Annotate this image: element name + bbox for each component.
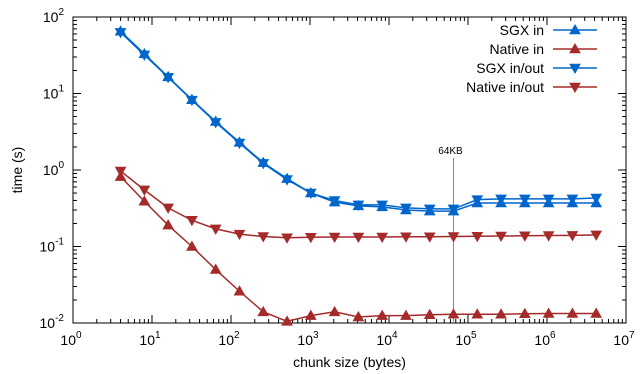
data-point [400, 232, 412, 243]
legend-label: Native in [490, 41, 544, 57]
legend-label: SGX in [500, 22, 544, 38]
data-point [114, 28, 127, 39]
data-point [495, 231, 507, 243]
series-native-in-out [114, 166, 603, 244]
x-tick-label: 101 [139, 330, 161, 348]
data-point [209, 263, 222, 274]
data-point [328, 232, 341, 244]
data-point [304, 188, 317, 200]
data-point [566, 231, 579, 242]
legend-label: Native in/out [466, 79, 544, 95]
annotation-label: 64KB [438, 146, 463, 157]
data-point [281, 175, 293, 186]
x-axis-label: chunk size (bytes) [293, 354, 406, 370]
data-point [352, 310, 365, 322]
data-point [233, 285, 246, 296]
data-point [376, 232, 389, 244]
data-point [304, 309, 317, 320]
y-tick-label: 102 [43, 7, 65, 25]
legend-marker [569, 42, 581, 54]
data-point [186, 95, 198, 107]
data-point [542, 231, 555, 242]
data-point [471, 308, 484, 319]
data-point [138, 185, 151, 196]
series-layer [114, 25, 603, 326]
data-point [423, 308, 436, 320]
data-point [447, 308, 460, 319]
data-point [138, 50, 151, 61]
data-point [376, 309, 389, 320]
data-point [328, 196, 341, 207]
data-point [566, 307, 579, 318]
series-native-in [114, 170, 603, 326]
data-point [590, 307, 603, 318]
data-point [518, 307, 531, 319]
data-point [566, 194, 579, 205]
data-point [423, 232, 436, 243]
x-tick-label: 100 [60, 330, 82, 348]
data-point [542, 194, 555, 205]
data-point [518, 231, 531, 242]
data-point [162, 73, 174, 84]
data-point [495, 308, 507, 319]
data-point [304, 233, 317, 244]
x-tick-label: 103 [297, 330, 319, 348]
data-point [281, 315, 293, 326]
y-axis-label: time (s) [9, 147, 25, 194]
data-point [590, 230, 603, 241]
data-point [423, 204, 436, 215]
legend-label: SGX in/out [476, 60, 544, 76]
data-point [542, 307, 555, 318]
data-point [186, 216, 198, 227]
x-tick-label: 102 [218, 330, 240, 348]
data-point [471, 195, 484, 206]
data-point [138, 195, 151, 206]
y-tick-label: 100 [43, 160, 65, 178]
x-tick-label: 104 [376, 330, 398, 348]
data-point [186, 240, 198, 251]
x-tick-label: 107 [613, 330, 635, 348]
data-point [233, 138, 246, 150]
data-point [281, 233, 293, 244]
data-point [162, 203, 174, 214]
data-point [495, 194, 507, 205]
legend: SGX in Native in SGX in/out Native in/out [466, 22, 597, 95]
data-point [400, 309, 412, 320]
series-line [120, 31, 597, 210]
y-tick-label: 10-2 [40, 313, 65, 331]
data-point [209, 224, 222, 235]
data-point [257, 232, 270, 243]
x-axis: 100 101 102 103 104 105 106 107 [60, 17, 635, 348]
data-point [376, 200, 389, 211]
data-point [400, 203, 412, 214]
y-tick-label: 10-1 [40, 237, 65, 255]
data-point [328, 305, 341, 317]
legend-marker [569, 82, 581, 94]
data-point [447, 232, 460, 243]
data-point [590, 193, 603, 205]
data-point [114, 166, 127, 178]
data-point [233, 229, 246, 241]
data-point [257, 305, 270, 317]
x-tick-label: 105 [455, 330, 477, 348]
data-point [209, 118, 222, 129]
data-point [352, 200, 365, 211]
data-point [471, 232, 484, 243]
x-tick-label: 106 [534, 330, 556, 348]
data-point [447, 204, 460, 215]
y-axis: 10-2 10-1 100 101 102 [40, 7, 626, 331]
legend-marker [569, 23, 581, 35]
y-tick-label: 101 [43, 84, 65, 102]
data-point [518, 194, 531, 205]
data-point [162, 219, 174, 230]
data-point [257, 159, 270, 170]
legend-marker [569, 63, 581, 75]
series-sgx-in-out [114, 28, 603, 215]
series-line [120, 30, 597, 212]
data-point [352, 232, 365, 244]
